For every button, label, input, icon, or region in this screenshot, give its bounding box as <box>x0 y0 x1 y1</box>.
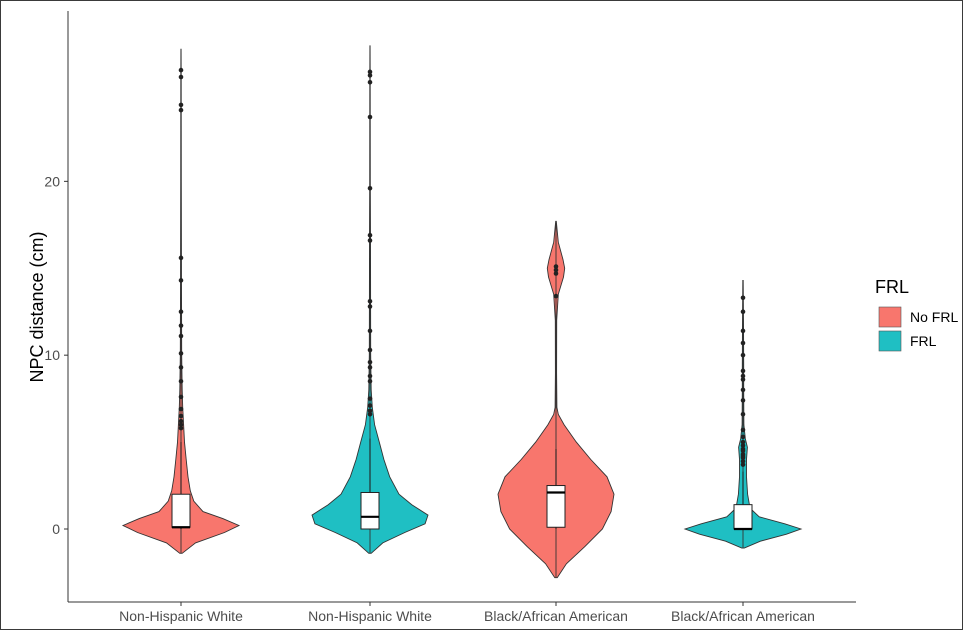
legend-swatch-1 <box>878 306 902 328</box>
outlier-point-1-5 <box>178 255 184 261</box>
outlier-point-2-8 <box>367 298 373 304</box>
axes: Non-Hispanic White Non-Hispanic White Blac… <box>44 11 856 624</box>
outlier-point-4-3 <box>740 328 746 334</box>
outlier-point-1-9 <box>178 333 184 339</box>
outlier-point-2-15 <box>367 378 373 384</box>
x-tick-label-3: Black/African American <box>484 608 628 624</box>
outlier-point-1-3 <box>178 102 184 108</box>
legend-title: FRL <box>875 277 909 297</box>
box-4 <box>733 504 753 530</box>
outlier-point-3-3 <box>553 271 559 276</box>
outlier-point-2-11 <box>367 347 373 353</box>
outlier-point-4-13 <box>740 434 746 440</box>
outlier-point-2-3 <box>367 79 373 85</box>
boxplot-layer <box>171 45 753 578</box>
outlier-point-4-4 <box>740 340 746 346</box>
outlier-point-4-10 <box>740 398 746 403</box>
outlier-point-4-21 <box>740 458 746 464</box>
box-1 <box>171 493 191 528</box>
violin-layer <box>121 45 803 579</box>
outlier-point-2-16 <box>367 396 373 401</box>
outlier-point-4-11 <box>740 411 746 417</box>
outlier-point-4-14 <box>740 439 746 445</box>
outlier-point-2-13 <box>367 365 373 370</box>
outlier-point-2-10 <box>367 328 373 334</box>
outlier-point-4-8 <box>740 377 746 382</box>
outlier-point-2-9 <box>367 304 373 309</box>
outlier-point-3-2 <box>553 267 559 273</box>
outlier-point-4-17 <box>740 448 746 454</box>
outlier-point-2-7 <box>367 238 373 243</box>
outlier-point-1-18 <box>178 425 184 431</box>
x-tick-label-1: Non-Hispanic White <box>119 608 243 624</box>
outlier-point-3-1 <box>553 264 559 269</box>
outlier-point-1-8 <box>178 323 184 328</box>
outlier-point-2-6 <box>367 232 373 238</box>
outlier-point-4-9 <box>740 387 746 393</box>
outlier-point-1-6 <box>178 278 184 283</box>
outlier-point-2-18 <box>367 408 373 414</box>
outlier-point-1-4 <box>178 107 184 113</box>
y-axis-title: NPC distance (cm) <box>27 231 47 382</box>
outlier-point-1-15 <box>178 413 184 419</box>
outlier-point-2-17 <box>367 403 373 408</box>
outlier-point-1-12 <box>178 378 184 384</box>
legend-swatch-2 <box>878 330 902 352</box>
outlier-point-1-13 <box>178 394 184 400</box>
outlier-point-4-7 <box>740 373 746 379</box>
outlier-point-4-22 <box>740 462 746 467</box>
outlier-point-2-12 <box>367 359 373 365</box>
outlier-point-1-10 <box>178 351 184 356</box>
y-tick-label-3: 20 <box>44 173 60 189</box>
outlier-point-1-16 <box>178 418 184 424</box>
outlier-point-4-1 <box>740 295 746 301</box>
outlier-point-4-2 <box>740 309 746 315</box>
x-tick-label-2: Non-Hispanic White <box>308 608 432 624</box>
box-3 <box>546 485 566 528</box>
legend-label-1: No FRL <box>910 309 958 325</box>
outlier-point-1-17 <box>178 422 184 428</box>
outlier-layer <box>178 67 746 467</box>
outlier-point-2-19 <box>367 411 373 417</box>
legend-label-2: FRL <box>910 333 937 349</box>
outlier-point-1-7 <box>178 309 184 315</box>
x-tick-label-4: Black/African American <box>671 608 815 624</box>
box-2 <box>360 491 380 530</box>
outlier-point-4-6 <box>740 368 746 374</box>
outlier-point-4-12 <box>740 427 746 433</box>
outlier-point-4-20 <box>740 455 746 461</box>
outlier-point-1-1 <box>178 67 184 73</box>
outlier-point-2-4 <box>367 114 373 120</box>
outlier-point-1-14 <box>178 406 184 412</box>
outlier-point-4-15 <box>740 443 746 448</box>
outlier-point-3-4 <box>553 293 559 299</box>
y-tick-label-1: 0 <box>52 521 60 537</box>
outlier-point-2-5 <box>367 186 373 191</box>
y-tick-label-2: 10 <box>44 347 60 363</box>
outlier-point-2-2 <box>367 73 373 78</box>
outlier-point-2-1 <box>367 69 373 75</box>
outlier-point-4-5 <box>740 352 746 358</box>
outlier-point-2-14 <box>367 373 373 379</box>
outlier-point-1-2 <box>178 74 184 80</box>
outlier-point-1-11 <box>178 365 184 370</box>
